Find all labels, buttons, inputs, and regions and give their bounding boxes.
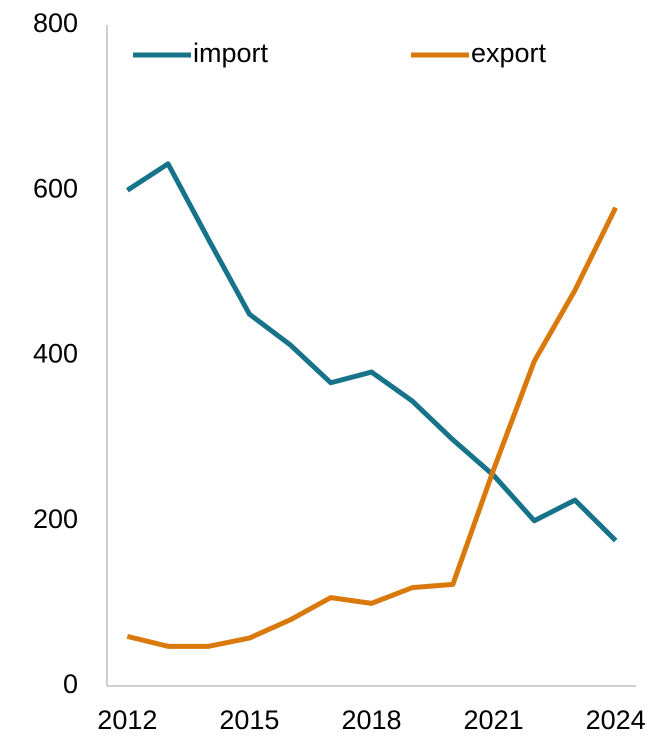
y-tick-label: 200 bbox=[33, 504, 78, 534]
y-tick-label: 0 bbox=[63, 669, 78, 699]
line-series bbox=[126, 206, 618, 649]
y-tick-label: 400 bbox=[33, 339, 78, 369]
x-tick-label: 2024 bbox=[586, 705, 646, 735]
legend-label: export bbox=[471, 38, 547, 68]
y-tick-label: 600 bbox=[33, 173, 78, 203]
x-tick-label: 2015 bbox=[219, 705, 279, 735]
legend-label: import bbox=[193, 38, 269, 68]
line-series bbox=[125, 161, 618, 543]
x-tick-label: 2012 bbox=[97, 705, 157, 735]
y-tick-label: 800 bbox=[33, 8, 78, 38]
x-tick-label: 2018 bbox=[341, 705, 401, 735]
x-tick-label: 2021 bbox=[464, 705, 524, 735]
